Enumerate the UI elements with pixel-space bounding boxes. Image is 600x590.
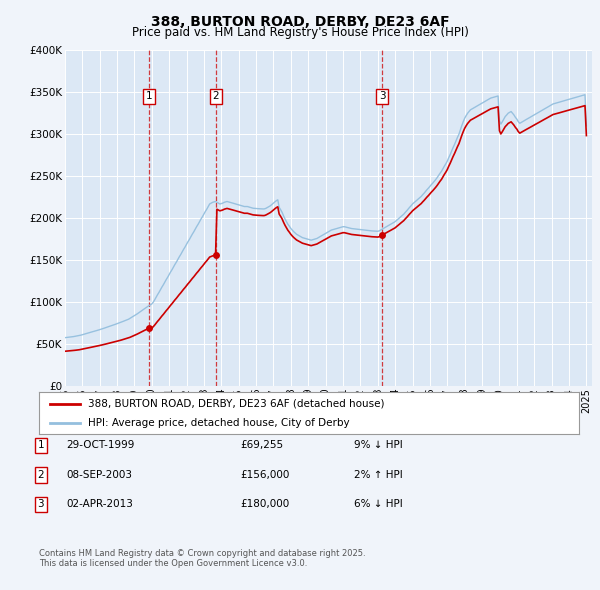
Text: £69,255: £69,255	[240, 441, 283, 450]
Text: 388, BURTON ROAD, DERBY, DE23 6AF (detached house): 388, BURTON ROAD, DERBY, DE23 6AF (detac…	[88, 399, 384, 409]
Text: £180,000: £180,000	[240, 500, 289, 509]
Text: HPI: Average price, detached house, City of Derby: HPI: Average price, detached house, City…	[88, 418, 349, 428]
Text: This data is licensed under the Open Government Licence v3.0.: This data is licensed under the Open Gov…	[39, 559, 307, 568]
Text: 3: 3	[379, 91, 385, 101]
Text: 08-SEP-2003: 08-SEP-2003	[66, 470, 132, 480]
Text: 9% ↓ HPI: 9% ↓ HPI	[354, 441, 403, 450]
Text: £156,000: £156,000	[240, 470, 289, 480]
Text: 29-OCT-1999: 29-OCT-1999	[66, 441, 134, 450]
Text: 02-APR-2013: 02-APR-2013	[66, 500, 133, 509]
Text: 1: 1	[145, 91, 152, 101]
Text: Price paid vs. HM Land Registry's House Price Index (HPI): Price paid vs. HM Land Registry's House …	[131, 26, 469, 39]
Text: Contains HM Land Registry data © Crown copyright and database right 2025.: Contains HM Land Registry data © Crown c…	[39, 549, 365, 558]
Text: 2: 2	[212, 91, 219, 101]
Text: 2: 2	[37, 470, 44, 480]
Text: 1: 1	[37, 441, 44, 450]
Text: 3: 3	[37, 500, 44, 509]
Text: 388, BURTON ROAD, DERBY, DE23 6AF: 388, BURTON ROAD, DERBY, DE23 6AF	[151, 15, 449, 29]
Text: 2% ↑ HPI: 2% ↑ HPI	[354, 470, 403, 480]
Text: 6% ↓ HPI: 6% ↓ HPI	[354, 500, 403, 509]
